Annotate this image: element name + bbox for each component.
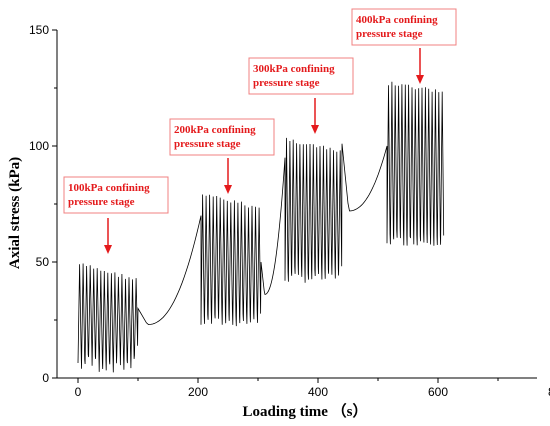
annotation-label: pressure stage xyxy=(174,138,241,150)
annotation-arrow-head xyxy=(416,75,424,84)
annotation-label: 400kPa confining xyxy=(356,14,438,26)
stage-annotation: 400kPa confining pressure stage xyxy=(351,8,457,84)
annotation-label: pressure stage xyxy=(356,28,423,40)
stage-annotation: 300kPa confining pressure stage xyxy=(248,57,354,134)
x-tick-label: 0 xyxy=(75,385,82,399)
x-axis-title: Loading time （s） xyxy=(242,402,367,420)
stress-series-line xyxy=(77,81,445,373)
annotation-box xyxy=(248,57,354,95)
annotation-arrow-head xyxy=(224,185,232,194)
x-tick-label: 400 xyxy=(308,385,328,399)
annotation-box xyxy=(169,118,275,156)
annotation-arrow-head xyxy=(311,125,319,134)
axes: 0 200 400 600 800 0 50 100 150 xyxy=(29,23,550,399)
plot-area xyxy=(77,81,445,373)
annotation-box xyxy=(63,176,169,214)
x-tick-label: 200 xyxy=(188,385,208,399)
annotation-box xyxy=(351,8,457,46)
stage-annotation: 200kPa confining pressure stage xyxy=(169,118,275,194)
annotation-label: pressure stage xyxy=(68,196,135,208)
annotation-arrow-head xyxy=(104,245,112,254)
y-tick-label: 100 xyxy=(29,139,49,153)
x-tick-label: 800 xyxy=(548,385,550,399)
annotation-label: 200kPa confining xyxy=(174,124,256,136)
annotation-label: 300kPa confining xyxy=(253,63,335,75)
stage-annotation: 100kPa confining pressure stage xyxy=(63,176,169,254)
y-axis-title: Axial stress (kPa) xyxy=(7,157,23,269)
annotation-label: 100kPa confining xyxy=(68,182,150,194)
x-tick-label: 600 xyxy=(428,385,448,399)
y-tick-label: 50 xyxy=(36,255,50,269)
annotation-label: pressure stage xyxy=(253,77,320,89)
y-tick-label: 0 xyxy=(42,371,49,385)
y-tick-label: 150 xyxy=(29,23,49,37)
